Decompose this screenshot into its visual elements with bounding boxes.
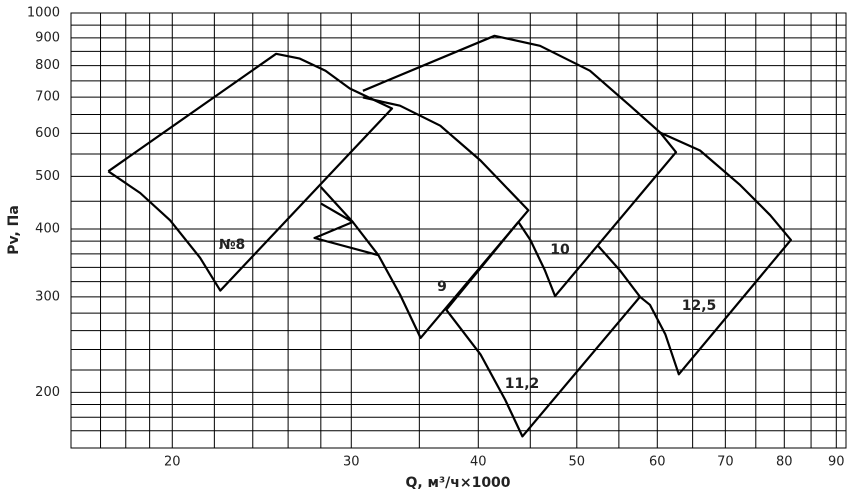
y-tick-label: 200 (35, 385, 60, 400)
y-axis-title: Pv, Па (6, 205, 22, 255)
x-axis-title: Q, м³/ч×1000 (405, 475, 510, 491)
y-tick-label: 800 (35, 58, 60, 73)
series-label: 9 (437, 279, 447, 295)
series-label: 11,2 (505, 376, 540, 392)
x-tick-label: 50 (569, 455, 586, 470)
curve (445, 221, 642, 438)
y-tick-label: 400 (35, 222, 60, 237)
series-label: 12,5 (682, 298, 717, 314)
plot-frame (70, 12, 847, 449)
y-tick-label: 600 (35, 126, 60, 141)
curve (362, 34, 678, 298)
y-tick-label: 500 (35, 169, 60, 184)
y-tick-label: 300 (35, 289, 60, 304)
curve (639, 131, 792, 376)
x-tick-label: 40 (470, 455, 487, 470)
y-tick-label: 1000 (27, 6, 60, 21)
x-tick-label: 70 (717, 455, 734, 470)
series-label: №8 (219, 237, 246, 253)
series-label: 10 (550, 242, 570, 258)
x-tick-label: 30 (343, 455, 360, 470)
y-tick-label: 700 (35, 90, 60, 105)
x-tick-label: 60 (649, 455, 666, 470)
x-tick-label: 20 (164, 455, 181, 470)
curve (107, 52, 394, 292)
x-tick-label: 80 (776, 455, 793, 470)
y-tick-label: 900 (35, 30, 60, 45)
x-tick-label: 90 (828, 455, 845, 470)
